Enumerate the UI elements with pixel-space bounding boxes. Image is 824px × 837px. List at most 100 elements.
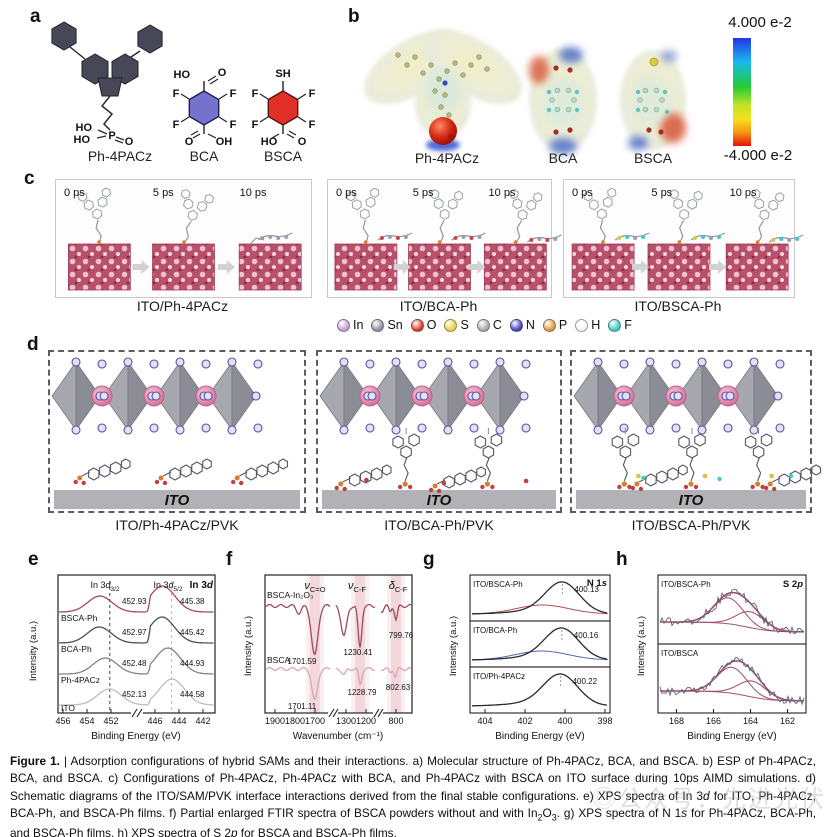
pvk-halide-atom xyxy=(593,357,603,367)
alkyl-chain xyxy=(100,95,114,131)
caption-run: O xyxy=(542,805,552,820)
pvk-halide-atom xyxy=(673,391,683,401)
y-axis-label: Intensity (a.u.) xyxy=(636,616,647,676)
atom-symbol: P xyxy=(558,318,568,332)
aimd-box-bsca-ph: 0 ps 5 ps 10 ps xyxy=(563,179,804,298)
pvk-octahedron xyxy=(231,360,257,432)
time-label: 5 ps xyxy=(153,187,174,199)
co-adsorbate-molecule xyxy=(768,234,804,243)
esp-atom xyxy=(420,70,426,76)
y-axis-label: Intensity (a.u.) xyxy=(243,616,254,676)
caption-run: 2 xyxy=(537,812,543,823)
panel-d-label: d xyxy=(27,334,39,355)
pvk-halide-atom xyxy=(149,359,159,369)
peak-value: 400.22 xyxy=(573,677,598,686)
atom-color-swatch-icon xyxy=(476,318,490,332)
atom-label-o: O xyxy=(218,67,227,79)
x-tick-label: 400 xyxy=(557,716,572,726)
caption-run: s xyxy=(681,805,688,820)
esp-atom xyxy=(460,72,466,78)
atom-label-f: F xyxy=(252,88,259,100)
pvk-halide-atom xyxy=(339,425,349,435)
lying-sam-molecule xyxy=(764,464,822,492)
xps-curve-Ph-4PACz xyxy=(59,647,214,675)
vibration-mode-label: νC-F xyxy=(348,580,366,594)
xps-curve-ITO xyxy=(59,678,214,706)
sam-molecule xyxy=(346,187,380,245)
xps-curve-ITO/BSCA-Ph xyxy=(472,581,608,615)
esp-atom-f xyxy=(546,107,552,113)
esp-oxygen-sphere xyxy=(429,117,457,145)
plot-frame xyxy=(657,574,807,645)
atom-label-o: O xyxy=(125,136,134,148)
esp-atom xyxy=(549,97,555,103)
pvk-octahedron xyxy=(343,360,369,432)
x-axis-label: Binding Energy (eV) xyxy=(91,731,181,742)
pvk-halide-atom xyxy=(723,423,733,433)
plot-frame xyxy=(657,643,807,714)
standing-sam-molecule xyxy=(474,428,503,490)
arrow-icon xyxy=(468,260,486,274)
arrow-icon xyxy=(632,260,650,274)
ito-slab xyxy=(238,243,302,291)
series-label: Ph-4PACz xyxy=(61,675,100,685)
esp-atom xyxy=(554,106,561,113)
pvk-halide-atom xyxy=(443,425,453,435)
x-axis-label: Binding Energy (eV) xyxy=(687,731,777,742)
esp-atom xyxy=(452,60,458,66)
pvk-octahedron xyxy=(395,360,421,432)
esp-atom xyxy=(436,76,442,82)
pvk-halide-atom xyxy=(671,423,681,433)
peak-value: 452.13 xyxy=(122,690,147,699)
pvk-halide-atom xyxy=(99,391,109,401)
esp-atom xyxy=(395,52,401,58)
sam-molecule xyxy=(509,189,543,245)
esp-surfaces-drawing xyxy=(364,29,751,154)
carbazole-pyrrole xyxy=(97,77,123,97)
standing-sam-molecule xyxy=(678,428,708,490)
pvk-halide-atom xyxy=(521,423,531,433)
caption-run: . g) XPS spectra of N 1 xyxy=(556,805,682,820)
pvk-octahedron xyxy=(701,360,727,432)
esp-atom-n xyxy=(442,80,448,86)
x-tick-label: 444 xyxy=(171,716,186,726)
series-label: ITO/Ph-4PACz xyxy=(473,672,525,681)
vibration-mode-label: δC-F xyxy=(389,580,408,594)
esp-atom xyxy=(659,97,665,103)
aimd-title-ph4pacz: ITO/Ph-4PACz xyxy=(136,298,229,314)
series-label: BSCA-In₂O₃ xyxy=(267,590,313,600)
pvk-halide-atom xyxy=(443,357,453,367)
bca-benzene-ring xyxy=(188,90,220,126)
sam-molecule xyxy=(77,187,111,245)
atom-label-f: F xyxy=(230,119,237,131)
pvk-halide-atom xyxy=(725,391,735,401)
plot-frame xyxy=(57,574,216,714)
phenyl-ring xyxy=(51,21,77,51)
atom-label-p: P xyxy=(108,130,115,142)
pvk-halide-atom xyxy=(593,425,603,435)
x-tick-label: 446 xyxy=(147,716,162,726)
caption-run: Figure 1. xyxy=(10,754,60,768)
peak-value: 452.48 xyxy=(122,659,147,668)
esp-blob-ph4pacz xyxy=(364,29,522,151)
panel-b-label: b xyxy=(348,6,360,27)
pvk-octahedron xyxy=(753,360,779,432)
sam-molecule xyxy=(180,189,215,245)
pvk-halide-atom xyxy=(175,425,185,435)
ito-substrate-label: ITO xyxy=(679,492,704,509)
fit-component xyxy=(471,650,608,661)
esp-atom xyxy=(653,87,660,94)
interface-box-bsca-ph: ITO xyxy=(570,350,822,513)
pvk-octahedron xyxy=(179,360,205,432)
arrow-icon xyxy=(709,260,727,274)
x-tick-label: 162 xyxy=(780,716,795,726)
pvk-halide-atom xyxy=(697,425,707,435)
bsca-benzene-ring xyxy=(267,90,299,126)
peak-value: 445.38 xyxy=(180,597,205,606)
y-axis-label: Intensity (a.u.) xyxy=(448,616,459,676)
region-label: In 3d xyxy=(190,580,214,591)
axis-break-icon xyxy=(332,708,339,718)
pvk-halide-atom xyxy=(365,359,375,369)
